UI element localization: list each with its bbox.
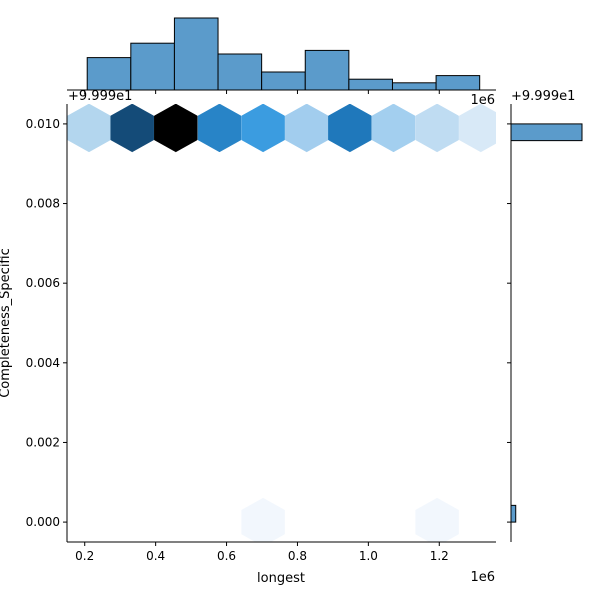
y-tick-label-0: 0.000	[26, 515, 60, 529]
x-hist-bar-4	[261, 71, 306, 91]
x-hist-bar-7	[391, 82, 437, 91]
y-tick-label-4: 0.008	[26, 197, 60, 211]
y-tick-label-3: 0.006	[26, 276, 60, 290]
hexbin-layer	[67, 104, 496, 542]
x-tick-label-0: 0.2	[75, 549, 94, 563]
y-tick-label-5: 0.010	[26, 117, 60, 131]
y-axis-label: Completeness_Specific	[0, 248, 13, 398]
x-hist-bar-2	[173, 17, 219, 91]
x-tick-label-2: 0.6	[217, 549, 236, 563]
x-hist-bar-0	[86, 57, 132, 91]
hexbin-11	[415, 497, 459, 542]
hexbin-5	[284, 104, 329, 153]
x-multiplier-label-top: 1e6	[470, 93, 495, 108]
hexbin-4	[241, 104, 285, 153]
x-hist-bar-5	[304, 49, 350, 91]
hexbin-8	[415, 104, 459, 153]
y-offset-label-marginal: +9.999e1	[511, 89, 575, 104]
x-hist-bar-6	[348, 78, 393, 91]
hexbin-10	[241, 497, 285, 542]
x-tick-label-1: 0.4	[146, 549, 165, 563]
y-tick-label-1: 0.002	[26, 435, 60, 449]
hexbin-1	[110, 104, 154, 153]
y-marginal-histogram	[507, 104, 583, 542]
y-hist-bar-0	[510, 123, 583, 142]
y-offset-label-main: +9.999e1	[68, 89, 132, 104]
x-tick-label-3: 0.8	[288, 549, 307, 563]
axes: 0.2 0.4 0.6 0.8 1.0 1.2 0.000 0.002 0.004 0.006 0.…	[26, 104, 496, 563]
x-tick-label-4: 1.0	[359, 549, 378, 563]
x-multiplier-label: 1e6	[470, 570, 495, 585]
hexbin-7	[371, 104, 416, 153]
x-marginal-histogram	[67, 17, 496, 94]
x-axis-label: longest	[257, 571, 305, 586]
hexbin-0	[67, 104, 111, 153]
x-hist-bar-3	[217, 53, 263, 91]
y-tick-label-2: 0.004	[26, 356, 60, 370]
hexbin-9	[459, 104, 496, 153]
hexbin-3	[197, 104, 242, 153]
y-hist-bar-1	[510, 504, 517, 523]
x-hist-bar-1	[130, 42, 175, 91]
hexbin-2	[154, 104, 198, 153]
x-tick-label-5: 1.2	[430, 549, 449, 563]
x-hist-bar-8	[435, 75, 481, 91]
hexbin-6	[328, 104, 372, 153]
